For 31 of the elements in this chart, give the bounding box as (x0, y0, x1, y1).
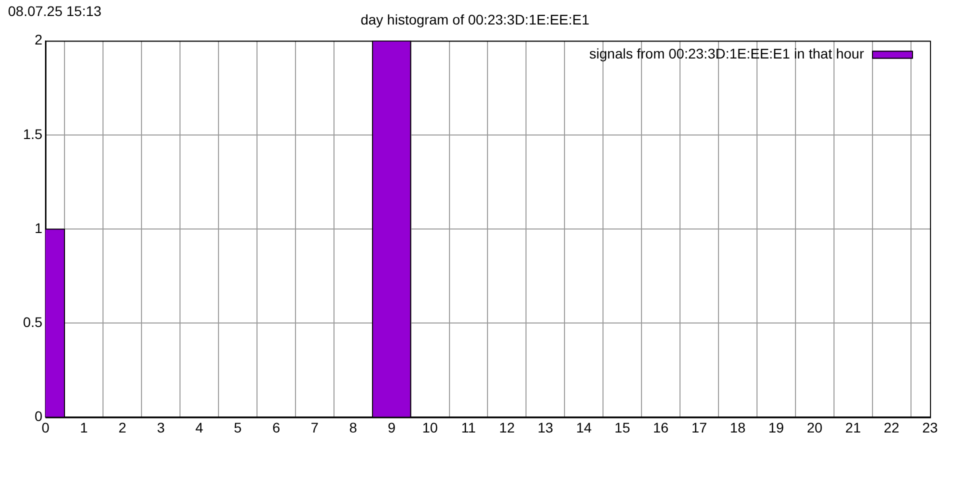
x-tick-label: 15 (614, 419, 630, 436)
x-tick-label: 5 (234, 419, 242, 436)
x-tick-label: 11 (461, 419, 476, 436)
chart-title: day histogram of 00:23:3D:1E:EE:E1 (360, 11, 590, 28)
x-tick-label: 2 (118, 419, 126, 436)
x-tick-label: 3 (156, 419, 165, 436)
legend-label: signals from 00:23:3D:1E:EE:E1 in that hour (589, 46, 864, 62)
x-tick-label: 4 (195, 419, 204, 436)
x-tick-label: 7 (310, 419, 319, 436)
y-tick-label: 1 (34, 220, 43, 236)
x-tick-label: 20 (806, 419, 823, 436)
x-tick-label: 1 (80, 419, 88, 436)
x-tick-label: 19 (768, 419, 784, 436)
x-tick-label: 22 (884, 419, 900, 436)
x-tick-label: 6 (272, 419, 280, 436)
y-tick-label: 2 (34, 32, 43, 48)
x-tick-label: 17 (691, 419, 708, 436)
x-tick-label: 18 (730, 419, 746, 436)
x-tick-label: 16 (653, 419, 669, 436)
x-tick-label: 13 (538, 419, 554, 436)
y-tick-label: 0.5 (22, 314, 43, 330)
text: 08.07.25 15:13 (8, 2, 102, 19)
x-tick-label: 9 (388, 419, 396, 436)
x-tick-label: 14 (576, 419, 592, 436)
x-tick-label: 8 (349, 419, 358, 436)
x-tick-label: 10 (422, 419, 438, 436)
x-tick-label: 23 (922, 419, 938, 436)
y-tick-label: 0 (34, 408, 43, 424)
x-tick-label: 21 (845, 419, 862, 436)
x-tick-label: 12 (499, 419, 515, 436)
y-tick-label: 1.5 (22, 126, 43, 142)
